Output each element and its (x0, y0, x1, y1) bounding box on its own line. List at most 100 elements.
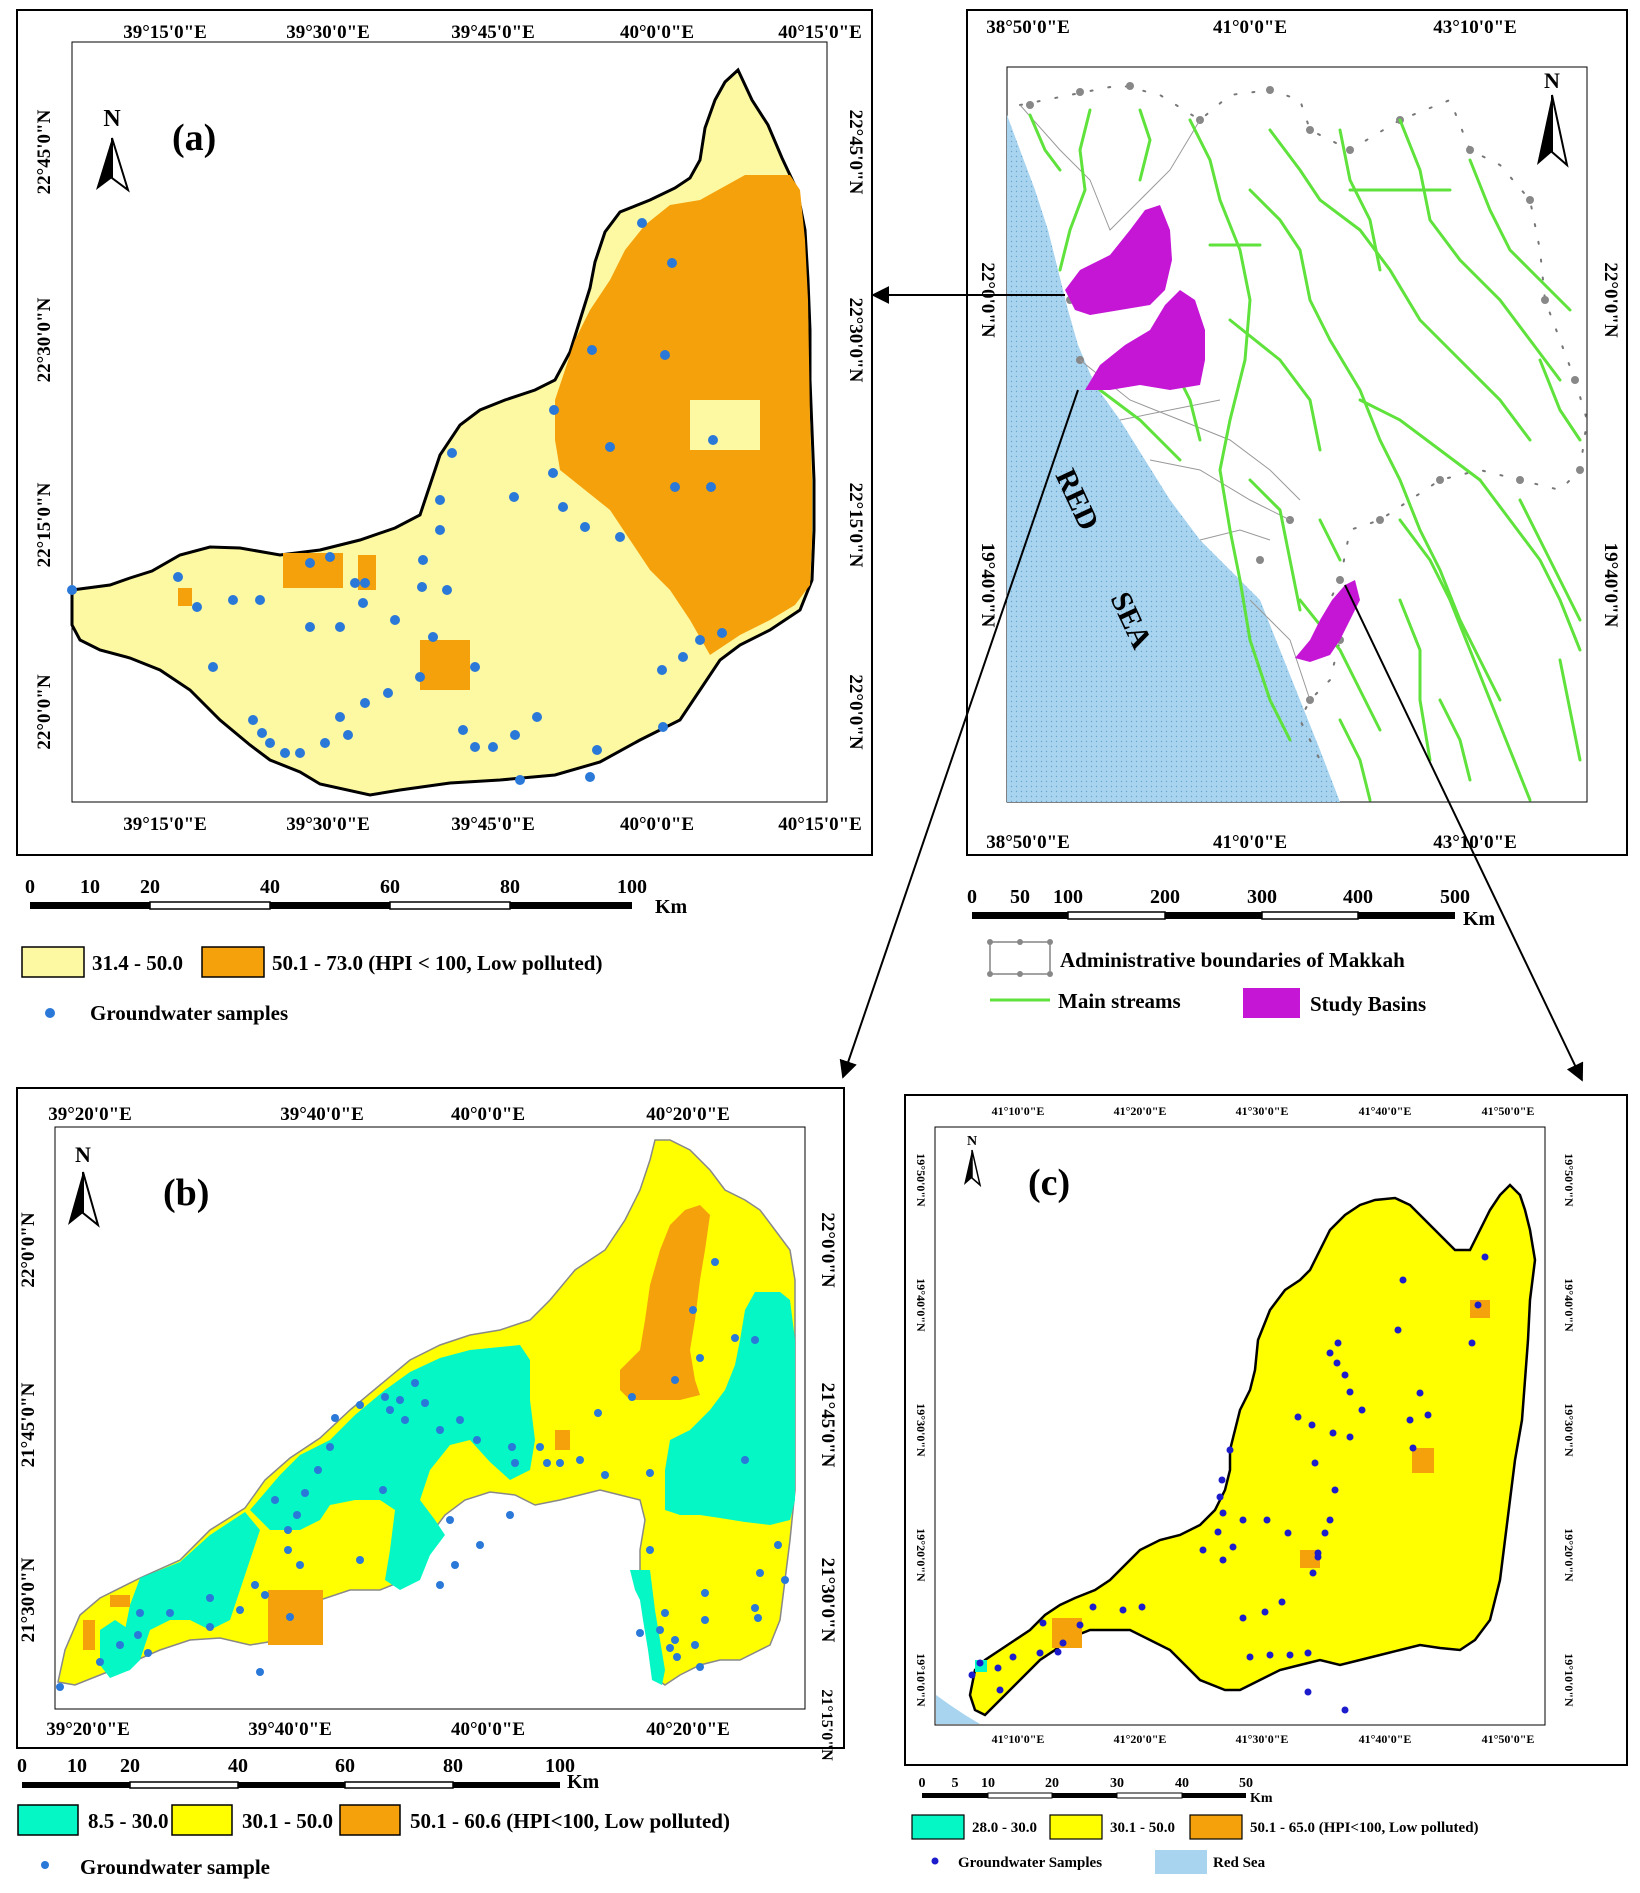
legend-sea: Red Sea (1213, 1855, 1266, 1871)
panel-c-red-sea (936, 1695, 980, 1724)
sample-point (660, 350, 670, 360)
overview-north-label: N (1544, 68, 1560, 93)
sample-point (646, 1469, 654, 1477)
panel-a-label: (a) (172, 117, 216, 159)
legend-class1: 8.5 - 30.0 (88, 1809, 169, 1833)
sample-point (390, 615, 400, 625)
sample-point (1341, 1706, 1349, 1714)
sample-point (1054, 1648, 1062, 1656)
sample-point (1481, 1253, 1489, 1261)
sample-point (451, 1561, 459, 1569)
panel-b-zone-class1 (630, 1570, 665, 1685)
sample-point (696, 1663, 704, 1671)
lat-label-left: 19°40'0"N (977, 543, 998, 628)
lon-label-top: 41°0'0"E (1213, 17, 1287, 38)
sample-point (293, 1511, 301, 1519)
lat-label-right: 22°15'0"N (845, 483, 866, 568)
sample-point (601, 1471, 609, 1479)
overview-admin-boundary-points (1026, 82, 1584, 704)
sample-point (701, 1589, 709, 1597)
sample-point (447, 448, 457, 458)
lon-label-bottom: 41°40'0"E (1359, 1732, 1412, 1746)
lon-label-bottom: 41°50'0"E (1482, 1732, 1535, 1746)
sample-point (386, 1406, 394, 1414)
sample-point (265, 738, 275, 748)
scale-tick: 50 (1239, 1776, 1253, 1791)
scale-tick: 20 (140, 876, 160, 898)
sample-point (1246, 1653, 1254, 1661)
panel-b-zone-class3 (620, 1205, 710, 1400)
sample-point (301, 1489, 309, 1497)
sample-point (255, 595, 265, 605)
sample-point (335, 622, 345, 632)
overview-panel: RED SEA N 38°50'0"E 41°0'0"E 43°10'0"E 3… (966, 9, 1628, 856)
sample-point (661, 1609, 669, 1617)
sample-point (511, 1459, 519, 1467)
sample-point (381, 1393, 389, 1401)
sample-point (657, 665, 667, 675)
connector-arrows (839, 286, 1584, 1082)
scale-tick: 10 (67, 1755, 87, 1777)
scale-tick: 50 (1010, 886, 1030, 908)
sample-point (696, 1354, 704, 1362)
sample-point (144, 1649, 152, 1657)
sample-point (1406, 1416, 1414, 1424)
sample-point (671, 1376, 679, 1384)
panel-a-groundwater-samples (67, 218, 727, 785)
legend-streams: Main streams (1058, 989, 1181, 1013)
panel-b-zone-class1 (100, 1620, 130, 1678)
sample-point (326, 1443, 334, 1451)
sample-point (1304, 1649, 1312, 1657)
sample-point (558, 502, 568, 512)
scale-tick: 100 (617, 876, 647, 898)
sample-point (628, 1393, 636, 1401)
sample-point (1394, 1326, 1402, 1334)
sample-point (1358, 1406, 1366, 1414)
sample-point (1424, 1411, 1432, 1419)
panel-b-zone-class3-small (83, 1620, 95, 1650)
scale-tick: 300 (1247, 886, 1277, 908)
sample-point (343, 730, 353, 740)
lat-label-left: 22°30'0"N (34, 297, 55, 382)
sample-point (396, 1396, 404, 1404)
legend-samples: Groundwater samples (90, 1001, 288, 1025)
sample-point (1474, 1301, 1482, 1309)
lat-label-right: 19°10'0"N (1562, 1653, 1576, 1707)
sample-point (418, 555, 428, 565)
sample-point (1219, 1556, 1227, 1564)
legend-swatch-class2 (171, 1804, 233, 1836)
lat-label-left: 19°50'0"N (914, 1153, 928, 1207)
sample-point (706, 482, 716, 492)
sample-point (320, 738, 330, 748)
panel-a-zone-class2-small (420, 640, 470, 690)
sample-point (774, 1541, 782, 1549)
sample-point (636, 1629, 644, 1637)
overview-graticule: 38°50'0"E 41°0'0"E 43°10'0"E 38°50'0"E 4… (977, 17, 1621, 853)
lat-label-right: 19°30'0"N (1562, 1403, 1576, 1457)
sample-point (691, 1641, 699, 1649)
panel-b-scale-bar: 0 10 20 40 60 80 100 Km (17, 1755, 600, 1793)
panel-c-legend: 28.0 - 30.0 30.1 - 50.0 50.1 - 65.0 (HPI… (911, 1814, 1479, 1874)
sample-point (428, 632, 438, 642)
panel-b-graticule: 39°20'0"E 39°40'0"E 40°0'0"E 40°20'0"E 3… (18, 1104, 838, 1761)
sample-point (257, 728, 267, 738)
scale-unit: Km (567, 1771, 600, 1793)
panel-c-basin-class2 (968, 1183, 1537, 1717)
sample-point (331, 1414, 339, 1422)
legend-class1: 31.4 - 50.0 (92, 951, 183, 975)
sample-point (458, 725, 468, 735)
lat-label-left: 21°30'0"N (18, 1557, 39, 1642)
sample-point (335, 712, 345, 722)
panel-a-zone-class2 (555, 175, 812, 655)
sample-point (116, 1641, 124, 1649)
sample-point (284, 1546, 292, 1554)
lon-label-top: 43°10'0"E (1433, 17, 1517, 38)
sample-point (701, 1616, 709, 1624)
sample-point (509, 492, 519, 502)
sample-point (280, 748, 290, 758)
lon-label-top: 41°50'0"E (1482, 1104, 1535, 1118)
lon-label-bottom: 39°45'0"E (451, 814, 535, 835)
sample-point (446, 1516, 454, 1524)
lon-label-top: 41°40'0"E (1359, 1104, 1412, 1118)
